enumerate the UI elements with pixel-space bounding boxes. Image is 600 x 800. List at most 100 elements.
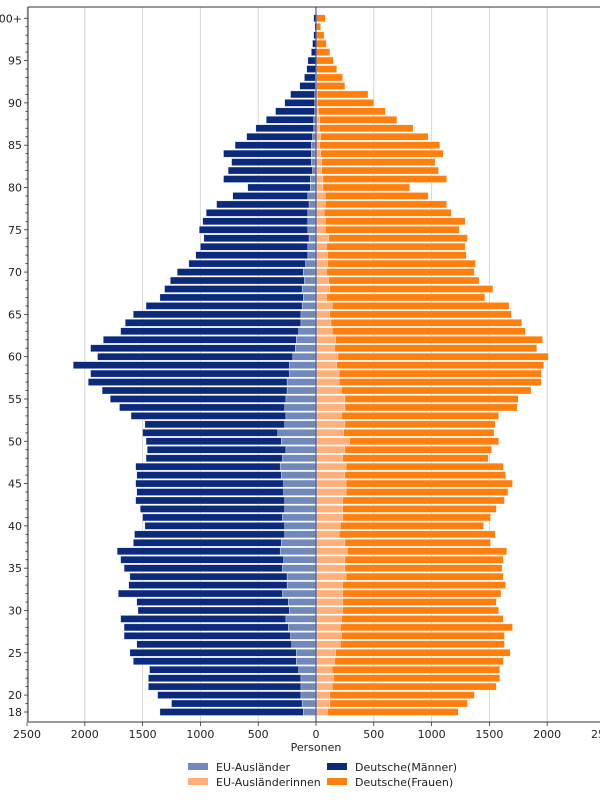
bar-eu-auslaenderinnen bbox=[315, 327, 333, 335]
bar-deutsche-maenner bbox=[135, 462, 281, 471]
bar-deutsche-maenner bbox=[136, 471, 282, 479]
bar-eu-auslaenderinnen bbox=[315, 242, 327, 251]
bar-deutsche-frauen bbox=[342, 513, 491, 522]
y-tick-label: 60 bbox=[8, 351, 22, 364]
bar-deutsche-frauen bbox=[320, 149, 444, 158]
bar-deutsche-frauen bbox=[335, 336, 543, 344]
bar-row-age-43 bbox=[135, 496, 505, 505]
x-tick-label: 2500 bbox=[591, 728, 600, 741]
bar-eu-auslaender bbox=[300, 682, 317, 691]
bar-eu-auslaender bbox=[300, 691, 317, 699]
x-tick-label: 500 bbox=[363, 728, 384, 741]
x-tick-label: 1000 bbox=[186, 728, 214, 741]
bar-deutsche-maenner bbox=[231, 158, 312, 166]
bar-deutsche-maenner bbox=[199, 226, 309, 234]
bar-deutsche-maenner bbox=[136, 598, 289, 606]
bar-deutsche-maenner bbox=[140, 505, 285, 513]
bar-eu-auslaender bbox=[288, 598, 317, 606]
bar-deutsche-frauen bbox=[325, 226, 460, 234]
bar-deutsche-frauen bbox=[328, 276, 480, 285]
bar-eu-auslaenderinnen bbox=[315, 682, 333, 691]
bar-deutsche-frauen bbox=[342, 581, 506, 589]
bar-deutsche-frauen bbox=[325, 192, 429, 200]
bar-eu-auslaender bbox=[307, 192, 317, 200]
x-tick-label: 2500 bbox=[13, 728, 41, 741]
bar-deutsche-frauen bbox=[342, 598, 497, 606]
bar-eu-auslaender bbox=[289, 606, 317, 615]
bar-eu-auslaender bbox=[289, 361, 317, 369]
bar-deutsche-frauen bbox=[337, 352, 549, 361]
y-tick-label: 55 bbox=[8, 393, 22, 406]
bar-deutsche-frauen bbox=[333, 674, 501, 682]
bar-eu-auslaenderinnen bbox=[315, 530, 340, 539]
bar-row-age-41 bbox=[142, 513, 491, 522]
bar-deutsche-frauen bbox=[345, 488, 509, 496]
bar-deutsche-maenner bbox=[147, 446, 287, 454]
bar-eu-auslaenderinnen bbox=[315, 505, 343, 513]
bar-deutsche-frauen bbox=[338, 378, 542, 386]
bar-eu-auslaenderinnen bbox=[315, 352, 339, 361]
y-tick-label: 18 bbox=[8, 706, 22, 719]
bar-row-age-67 bbox=[159, 293, 485, 302]
bar-deutsche-maenner bbox=[170, 276, 305, 285]
bar-eu-auslaender bbox=[304, 276, 317, 285]
bar-deutsche-maenner bbox=[246, 133, 313, 141]
bar-row-age-76 bbox=[202, 217, 466, 226]
x-tick-label: 0 bbox=[313, 728, 320, 741]
bar-eu-auslaenderinnen bbox=[315, 319, 332, 327]
bar-eu-auslaender bbox=[281, 539, 317, 547]
bar-deutsche-maenner bbox=[125, 319, 302, 327]
bar-deutsche-frauen bbox=[318, 107, 386, 116]
bar-eu-auslaenderinnen bbox=[315, 437, 350, 445]
bar-row-age-62 bbox=[103, 336, 543, 344]
y-tick-label: 70 bbox=[8, 266, 22, 279]
bar-row-age-26 bbox=[136, 640, 505, 649]
y-tick-label: 25 bbox=[8, 647, 22, 660]
bar-eu-auslaenderinnen bbox=[315, 166, 322, 175]
bar-deutsche-frauen bbox=[331, 327, 526, 335]
bar-row-age-37 bbox=[116, 547, 507, 555]
legend-item-deutsche-maenner: Deutsche(Männer) bbox=[327, 761, 457, 774]
legend-swatch bbox=[327, 763, 347, 770]
bar-eu-auslaenderinnen bbox=[315, 691, 331, 699]
bar-deutsche-maenner bbox=[123, 632, 291, 640]
bar-deutsche-maenner bbox=[136, 488, 284, 496]
bar-eu-auslaenderinnen bbox=[315, 598, 343, 606]
bar-deutsche-frauen bbox=[342, 505, 497, 513]
bar-deutsche-frauen bbox=[319, 116, 398, 124]
y-tick-label: 95 bbox=[8, 55, 22, 68]
bar-row-age-71 bbox=[188, 259, 476, 268]
bar-row-age-60 bbox=[97, 352, 549, 361]
bar-deutsche-maenner bbox=[145, 437, 282, 445]
bar-deutsche-frauen bbox=[315, 23, 321, 31]
bar-eu-auslaender bbox=[282, 454, 317, 462]
bar-eu-auslaenderinnen bbox=[315, 412, 342, 420]
x-tick-label: 1500 bbox=[475, 728, 503, 741]
bar-deutsche-frauen bbox=[338, 369, 542, 378]
bar-eu-auslaender bbox=[284, 420, 317, 429]
bar-eu-auslaenderinnen bbox=[315, 479, 347, 488]
bar-row-age-27 bbox=[123, 632, 505, 640]
bar-row-age-73 bbox=[200, 242, 466, 251]
bar-eu-auslaenderinnen bbox=[315, 420, 346, 429]
bar-deutsche-maenner bbox=[119, 403, 285, 412]
bar-row-age-28 bbox=[123, 623, 513, 632]
bar-eu-auslaenderinnen bbox=[315, 513, 343, 522]
bar-deutsche-maenner bbox=[142, 513, 283, 522]
bar-deutsche-maenner bbox=[133, 539, 282, 547]
bar-deutsche-maenner bbox=[118, 589, 283, 598]
y-tick-label: 75 bbox=[8, 224, 22, 237]
bar-eu-auslaender bbox=[296, 649, 317, 657]
bar-deutsche-maenner bbox=[203, 234, 310, 242]
bar-deutsche-frauen bbox=[322, 175, 447, 183]
bar-eu-auslaender bbox=[300, 310, 317, 319]
bar-deutsche-frauen bbox=[325, 217, 466, 226]
bar-row-age-52 bbox=[144, 420, 496, 429]
bar-eu-auslaender bbox=[283, 488, 317, 496]
bar-deutsche-frauen bbox=[340, 623, 513, 632]
bar-deutsche-maenner bbox=[97, 352, 294, 361]
bar-deutsche-frauen bbox=[345, 462, 504, 471]
bar-eu-auslaenderinnen bbox=[315, 285, 331, 293]
bar-eu-auslaender bbox=[283, 556, 317, 564]
bar-eu-auslaender bbox=[308, 200, 317, 209]
